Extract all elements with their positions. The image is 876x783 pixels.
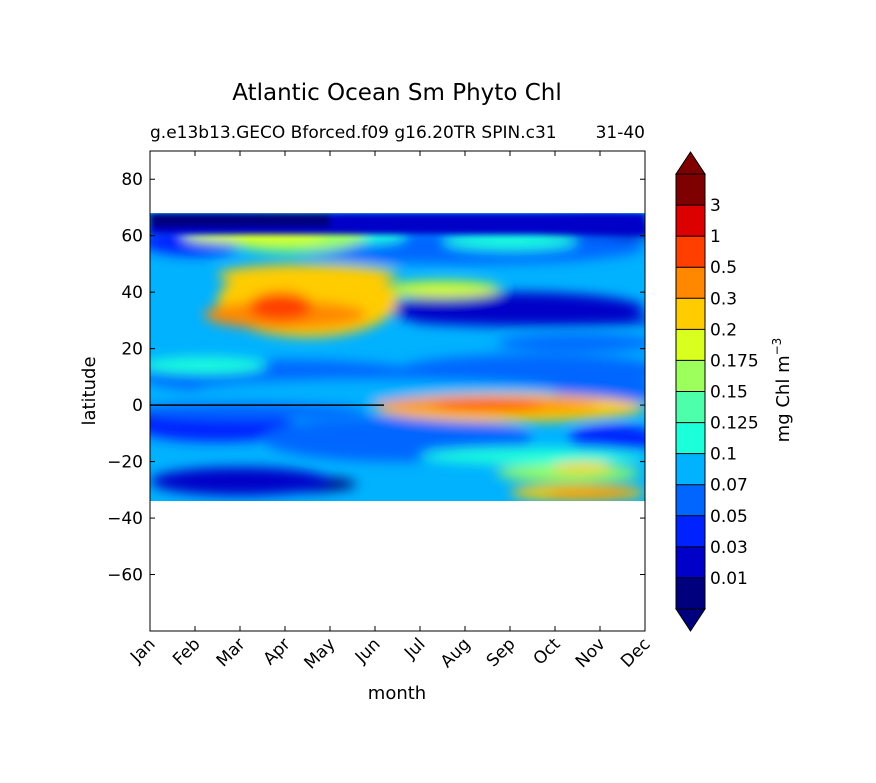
contour-region xyxy=(150,357,267,375)
x-tick-label: Nov xyxy=(572,634,610,672)
colorbar-tick-label: 0.125 xyxy=(710,414,759,434)
y-axis: 80 60 40 20 0 −20 −40 −60 xyxy=(107,170,645,586)
contour-region xyxy=(384,280,501,298)
colorbar-tick-label: 0.15 xyxy=(710,383,748,403)
y-tick-label: 20 xyxy=(121,340,143,360)
colorbar-segment xyxy=(676,329,705,361)
north-boundary-core xyxy=(150,213,330,228)
y-tick-label: −60 xyxy=(107,566,143,586)
contour-region xyxy=(150,402,366,420)
plot-frame xyxy=(149,150,646,632)
chl-field xyxy=(150,151,645,631)
colorbar-extend-bottom xyxy=(675,608,706,632)
contour-region xyxy=(550,462,614,473)
colorbar-tick-label: 1 xyxy=(710,227,721,247)
contour-region xyxy=(249,292,312,321)
x-tick-label: Mar xyxy=(213,634,250,671)
field-mask-top xyxy=(150,151,645,214)
colorbar: 0.01 0.03 0.05 0.07 0.1 0.125 0.15 0.175 0.2 0.3 0… xyxy=(675,151,759,632)
colorbar-segment xyxy=(676,484,705,517)
colorbar-tick-label: 3 xyxy=(710,196,721,216)
colorbar-tick-label: 0.07 xyxy=(710,476,748,496)
x-tick-label: Jan xyxy=(126,634,159,667)
x-tick-label: Feb xyxy=(169,634,204,669)
colorbar-segment xyxy=(676,422,705,455)
colorbar-tick-label: 0.175 xyxy=(710,351,759,371)
x-tick-label: Apr xyxy=(260,634,295,669)
colorbar-tick-label: 0.3 xyxy=(710,289,737,309)
plot-area xyxy=(150,151,645,631)
colorbar-segment xyxy=(676,267,705,299)
x-tick-label: Dec xyxy=(617,634,654,671)
y-tick-label: 0 xyxy=(132,396,143,416)
y-tick-label: 40 xyxy=(121,283,143,303)
colorbar-segment xyxy=(676,298,705,330)
contour-region xyxy=(496,334,645,352)
colorbar-extend-top xyxy=(675,151,706,175)
chart-title: Atlantic Ocean Sm Phyto Chl xyxy=(232,80,561,106)
chart-subtitle: g.e13b13.GECO Bforced.f09 g16.20TR SPIN.… xyxy=(150,123,557,143)
y-tick-label: −20 xyxy=(107,453,143,473)
contour-region xyxy=(384,292,645,327)
colorbar-segment xyxy=(676,453,705,486)
y-tick-label: −40 xyxy=(107,509,143,529)
field-edge xyxy=(150,213,645,235)
chart-subtitle-range: 31-40 xyxy=(596,123,645,143)
colorbar-tick-label: 0.5 xyxy=(710,258,737,278)
contour-region xyxy=(150,413,299,442)
contour-region xyxy=(150,467,330,496)
colorbar-tick-label: 0.1 xyxy=(710,445,737,465)
colorbar-label: mg Chl m−3 xyxy=(770,338,794,443)
colorbar-segment xyxy=(676,360,705,392)
contour-region xyxy=(217,263,398,287)
x-tick-label: Aug xyxy=(437,634,475,672)
x-tick-label: Jun xyxy=(351,634,385,668)
colorbar-label-text: mg Chl m xyxy=(773,355,794,442)
contour-region xyxy=(397,354,645,389)
contour-region xyxy=(546,488,636,497)
colorbar-segment xyxy=(676,205,705,237)
contour-region xyxy=(442,232,578,250)
colorbar-tick-label: 0.05 xyxy=(710,507,748,527)
x-tick-label: Oct xyxy=(530,634,565,669)
colorbar-tick-label: 0.01 xyxy=(710,569,748,589)
x-tick-label: Jul xyxy=(400,634,429,663)
contour-region xyxy=(433,399,542,411)
y-axis-label: latitude xyxy=(79,356,100,425)
x-axis-label: month xyxy=(368,683,426,704)
colorbar-segment xyxy=(676,391,705,424)
contour-region xyxy=(568,424,645,454)
colorbar-label-exponent: −3 xyxy=(770,338,784,356)
contour-region xyxy=(420,447,645,465)
colorbar-segment xyxy=(676,546,705,579)
colorbar-segment xyxy=(676,577,705,610)
y-tick-label: 80 xyxy=(121,170,143,190)
colorbar-tick-label: 0.03 xyxy=(710,538,748,558)
colorbar-segment xyxy=(676,515,705,548)
colorbar-segment xyxy=(676,236,705,268)
y-tick-label: 60 xyxy=(121,227,143,247)
colorbar-tick-label: 0.2 xyxy=(710,320,737,340)
field-mask-bottom xyxy=(150,501,645,631)
x-tick-label: May xyxy=(301,634,340,673)
colorbar-segment xyxy=(676,174,705,206)
x-tick-label: Sep xyxy=(483,634,520,671)
